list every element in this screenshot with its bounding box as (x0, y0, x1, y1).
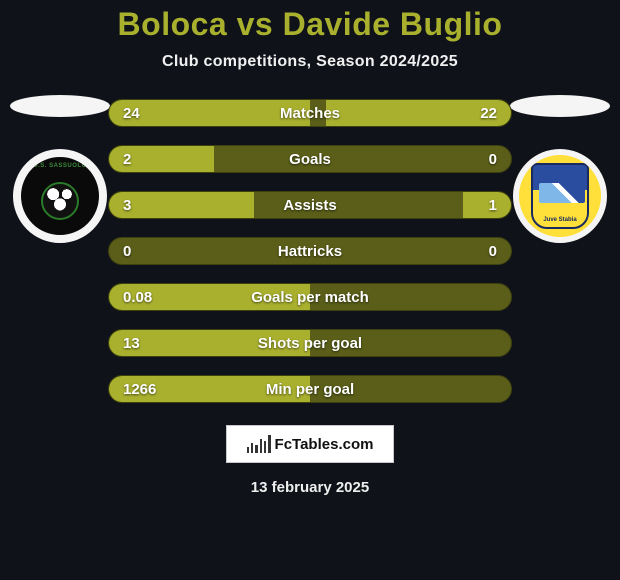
wave-icon (539, 183, 585, 203)
stat-row: 13Shots per goal (108, 329, 512, 357)
stat-value-right: 0 (489, 151, 497, 168)
stat-label: Min per goal (109, 381, 511, 398)
stat-row: 1266Min per goal (108, 375, 512, 403)
stat-row: 2Goals0 (108, 145, 512, 173)
stat-row: 0.08Goals per match (108, 283, 512, 311)
stat-value-right: 0 (489, 243, 497, 260)
stat-row: 3Assists1 (108, 191, 512, 219)
bar-chart-icon (247, 435, 271, 453)
brand-text: FcTables.com (275, 436, 374, 453)
stat-row: 24Matches22 (108, 99, 512, 127)
stat-label: Assists (109, 197, 511, 214)
shield-icon (531, 163, 589, 229)
brand-logo[interactable]: FcTables.com (226, 425, 394, 463)
country-flag-right (510, 95, 610, 117)
left-player-column (0, 95, 120, 243)
right-player-column (500, 95, 620, 243)
soccer-ball-icon (41, 182, 79, 220)
stat-label: Goals per match (109, 289, 511, 306)
footer-date: 13 february 2025 (0, 479, 620, 496)
stat-row: 0Hattricks0 (108, 237, 512, 265)
club-badge-left (13, 149, 107, 243)
stat-label: Goals (109, 151, 511, 168)
stat-value-right: 22 (480, 105, 497, 122)
comparison-panel: 24Matches222Goals03Assists10Hattricks00.… (0, 99, 620, 403)
stat-label: Hattricks (109, 243, 511, 260)
stat-rows-container: 24Matches222Goals03Assists10Hattricks00.… (108, 99, 512, 403)
stat-value-right: 1 (489, 197, 497, 214)
page-subtitle: Club competitions, Season 2024/2025 (0, 53, 620, 71)
country-flag-left (10, 95, 110, 117)
club-badge-right (513, 149, 607, 243)
stat-label: Shots per goal (109, 335, 511, 352)
stat-label: Matches (109, 105, 511, 122)
page-title: Boloca vs Davide Buglio (0, 0, 620, 43)
